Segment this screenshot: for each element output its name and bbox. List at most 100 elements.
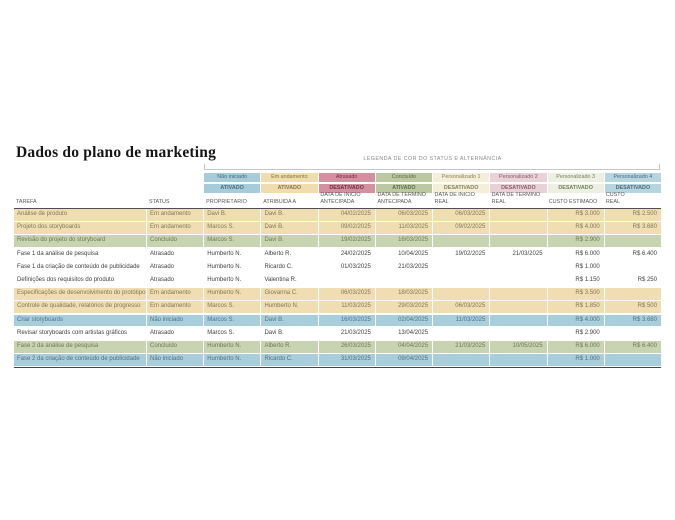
cell-data-termino-antecipada[interactable]: 11/03/2025 [375,222,434,234]
legend-toggle-atrasado[interactable]: DESATIVADO [318,183,375,193]
cell-proprietario[interactable]: Marcos S. [204,327,262,340]
cell-custo-estimado[interactable]: R$ 6.000 [547,340,605,353]
cell-data-inicio-antecipada[interactable]: 01/03/2025 [318,261,376,274]
cell-data-termino-real[interactable] [490,261,548,274]
cell-data-inicio-antecipada[interactable]: 26/03/2025 [318,340,376,353]
cell-data-termino-real[interactable] [490,209,548,221]
legend-toggle-personalizado-4[interactable]: DESATIVADO [604,183,661,193]
cell-data-termino-real[interactable] [490,314,548,327]
cell-data-termino-antecipada[interactable] [375,274,434,287]
cell-data-inicio-real[interactable]: 21/03/2025 [433,340,491,353]
cell-custo-estimado[interactable]: R$ 1.000 [547,261,605,274]
cell-data-inicio-antecipada[interactable]: 06/03/2025 [318,288,376,300]
cell-custo-real[interactable]: R$ 3.680 [604,314,661,327]
cell-custo-estimado[interactable]: R$ 6.000 [547,248,605,261]
cell-atribuida-a[interactable]: Davi B. [261,209,319,221]
cell-custo-real[interactable]: R$ 500 [604,301,661,313]
cell-data-inicio-antecipada[interactable]: 19/02/2025 [318,235,376,248]
cell-status[interactable]: Atrasado [147,327,205,340]
cell-tarefa[interactable]: Projeto dos storyboards [14,222,147,234]
cell-tarefa[interactable]: Análise de produto [14,209,147,221]
cell-data-inicio-real[interactable]: 09/02/2025 [433,222,491,234]
cell-atribuida-a[interactable]: Ricardo C. [261,261,319,274]
cell-data-inicio-antecipada[interactable]: 04/02/2025 [318,209,376,221]
cell-data-inicio-antecipada[interactable]: 21/03/2025 [318,327,376,340]
cell-data-termino-antecipada[interactable]: 06/03/2025 [375,209,434,221]
cell-atribuida-a[interactable]: Ricardo C. [261,354,319,366]
cell-data-termino-real[interactable] [490,301,548,313]
cell-data-termino-real[interactable]: 10/05/2025 [490,340,548,353]
cell-tarefa[interactable]: Especificações de desenvolvimento do pro… [14,288,147,300]
cell-data-termino-real[interactable] [490,222,548,234]
cell-status[interactable]: Não iniciado [147,314,205,327]
cell-status[interactable]: Atrasado [147,248,205,261]
cell-custo-estimado[interactable]: R$ 2.900 [547,235,605,248]
cell-custo-estimado[interactable]: R$ 4.000 [547,222,605,234]
cell-data-inicio-real[interactable] [433,235,491,248]
cell-status[interactable]: Atrasado [147,261,205,274]
cell-data-inicio-real[interactable]: 19/02/2025 [433,248,491,261]
cell-tarefa[interactable]: Definições dos requisitos do produto [14,274,147,287]
cell-tarefa[interactable]: Fase 2 da análise de pesquisa [14,340,147,353]
cell-status[interactable]: Concluído [147,235,205,248]
cell-data-termino-antecipada[interactable]: 18/03/2025 [375,288,434,300]
cell-atribuida-a[interactable]: Alberto R. [261,340,319,353]
cell-proprietario[interactable]: Marcos S. [204,314,262,327]
cell-proprietario[interactable]: Humberto N. [204,274,262,287]
cell-tarefa[interactable]: Fase 1 da criação de conteúdo de publici… [14,261,147,274]
cell-custo-estimado[interactable]: R$ 1.000 [547,354,605,366]
cell-tarefa[interactable]: Revisar storyboards com artistas gráfico… [14,327,147,340]
cell-tarefa[interactable]: Criar storyboards [14,314,147,327]
cell-status[interactable]: Em andamento [147,209,205,221]
cell-proprietario[interactable]: Marcos S. [204,222,262,234]
legend-toggle-personalizado-2[interactable]: DESATIVADO [490,183,547,193]
cell-data-inicio-real[interactable] [433,274,491,287]
cell-custo-real[interactable]: R$ 3.680 [604,222,661,234]
cell-proprietario[interactable]: Humberto N. [204,288,262,300]
cell-data-inicio-real[interactable]: 06/03/2025 [433,209,491,221]
cell-data-inicio-real[interactable] [433,261,491,274]
cell-data-termino-real[interactable] [490,288,548,300]
cell-custo-real[interactable]: R$ 2.500 [604,209,661,221]
cell-custo-real[interactable] [604,354,661,366]
cell-status[interactable]: Não iniciado [147,354,205,366]
cell-atribuida-a[interactable]: Giovanna C. [261,288,319,300]
cell-data-termino-antecipada[interactable]: 10/04/2025 [375,248,434,261]
cell-status[interactable]: Em andamento [147,301,205,313]
cell-data-inicio-antecipada[interactable]: 24/02/2025 [318,248,376,261]
legend-toggle-personalizado-1[interactable]: DESATIVADO [433,183,490,193]
cell-data-termino-real[interactable] [490,274,548,287]
legend-toggle-em-andamento[interactable]: ATIVADO [261,183,318,193]
cell-custo-estimado[interactable]: R$ 3.000 [547,209,605,221]
cell-data-inicio-real[interactable] [433,354,491,366]
cell-data-termino-antecipada[interactable]: 04/04/2025 [375,340,434,353]
cell-data-termino-real[interactable] [490,327,548,340]
cell-data-termino-real[interactable] [490,235,548,248]
cell-proprietario[interactable]: Humberto N. [204,248,262,261]
legend-toggle-nao-iniciado[interactable]: ATIVADO [204,183,261,193]
cell-custo-estimado[interactable]: R$ 2.900 [547,327,605,340]
cell-data-inicio-antecipada[interactable]: 16/03/2025 [318,314,376,327]
cell-atribuida-a[interactable]: Valentina R. [261,274,319,287]
cell-atribuida-a[interactable]: Davi B. [261,235,319,248]
cell-status[interactable]: Em andamento [147,288,205,300]
cell-data-termino-antecipada[interactable]: 09/04/2025 [375,354,434,366]
cell-data-inicio-real[interactable]: 11/03/2025 [433,314,491,327]
cell-tarefa[interactable]: Revisão do projeto do storyboard [14,235,147,248]
cell-data-termino-antecipada[interactable]: 02/04/2025 [375,314,434,327]
cell-custo-real[interactable]: R$ 6.400 [604,340,661,353]
cell-proprietario[interactable]: Humberto N. [204,261,262,274]
cell-atribuida-a[interactable]: Davi B. [261,222,319,234]
cell-custo-estimado[interactable]: R$ 4.000 [547,314,605,327]
cell-data-inicio-antecipada[interactable]: 31/03/2025 [318,354,376,366]
cell-proprietario[interactable]: Humberto N. [204,340,262,353]
cell-tarefa[interactable]: Fase 2 da criação de conteúdo de publici… [14,354,147,366]
cell-status[interactable]: Em andamento [147,222,205,234]
cell-proprietario[interactable]: Davi B. [204,209,262,221]
cell-tarefa[interactable]: Controle de qualidade, relatórios de pro… [14,301,147,313]
cell-proprietario[interactable]: Humberto N. [204,354,262,366]
cell-custo-estimado[interactable]: R$ 1.850 [547,301,605,313]
cell-data-termino-antecipada[interactable]: 16/03/2025 [375,235,434,248]
legend-toggle-personalizado-3[interactable]: DESATIVADO [547,183,604,193]
cell-data-inicio-antecipada[interactable]: 11/03/2025 [318,301,376,313]
